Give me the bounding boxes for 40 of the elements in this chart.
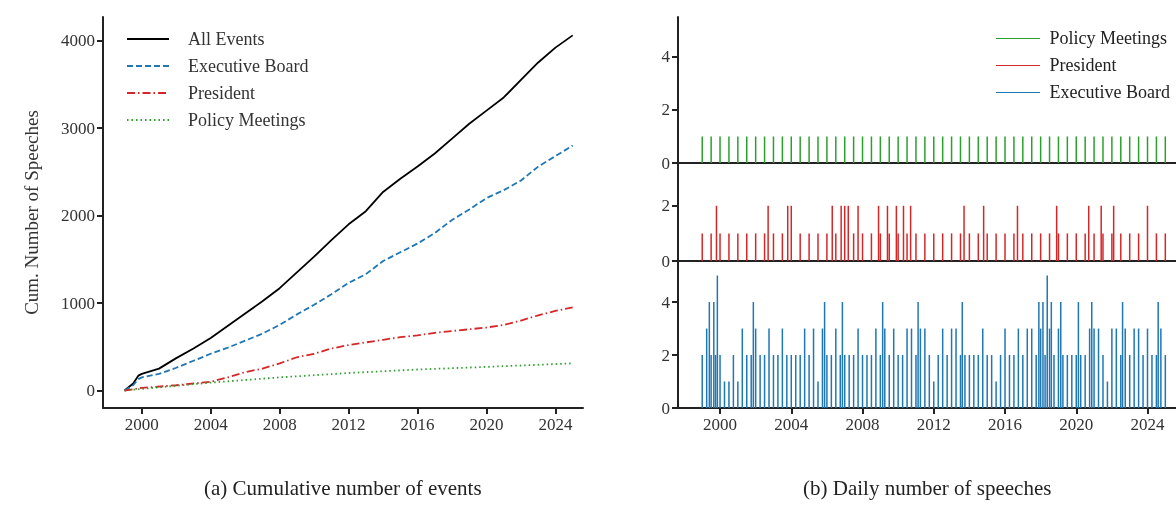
y-tick-label: 0 (86, 381, 95, 401)
legend-label: Executive Board (1049, 81, 1170, 104)
y-tick-label: 4 (661, 47, 671, 67)
x-tick-label: 2020 (469, 415, 504, 434)
x-tick-label: 2000 (703, 415, 738, 434)
line-series (123, 362, 574, 392)
legend-label: President (188, 83, 255, 103)
x-tick-label: 2016 (400, 415, 435, 434)
text: (b) Daily number of speeches (803, 476, 1052, 501)
text: (a) Cumulative number of events (204, 476, 482, 501)
y-tick-label: 2 (661, 100, 670, 120)
y-tick-label: 2 (661, 196, 670, 216)
y-tick-label: 4 (661, 292, 671, 312)
line-series (123, 144, 574, 392)
y-tick-label: 2 (661, 345, 670, 365)
y-tick-label: 0 (661, 398, 670, 418)
x-tick-label: 2024 (538, 415, 573, 434)
y-tick-label: 2000 (61, 206, 95, 226)
x-tick-label: 2008 (845, 415, 880, 434)
legend-label: All Events (188, 29, 265, 49)
x-tick-label: 2004 (193, 415, 229, 434)
y-tick-label: 0 (661, 153, 670, 173)
legend-label: Executive Board (188, 56, 309, 76)
legend-label: President (1049, 54, 1117, 77)
legend-label: Policy Meetings (188, 110, 306, 130)
x-tick-label: 2024 (1130, 415, 1165, 434)
y-tick-label: 3000 (61, 118, 95, 138)
x-tick-label: 2000 (124, 415, 159, 434)
legend-label: Policy Meetings (1049, 27, 1168, 50)
x-tick-label: 2020 (1059, 415, 1094, 434)
x-tick-label: 2012 (331, 415, 366, 434)
y-axis-title: Cum. Number of Speeches (21, 110, 42, 315)
x-tick-label: 2012 (916, 415, 951, 434)
y-tick-label: 4000 (61, 31, 95, 51)
y-tick-label: 0 (661, 251, 670, 271)
x-tick-label: 2016 (988, 415, 1023, 434)
y-tick-label: 1000 (61, 293, 95, 313)
x-tick-label: 2004 (774, 415, 809, 434)
x-tick-label: 2008 (262, 415, 297, 434)
line-series (123, 306, 574, 392)
